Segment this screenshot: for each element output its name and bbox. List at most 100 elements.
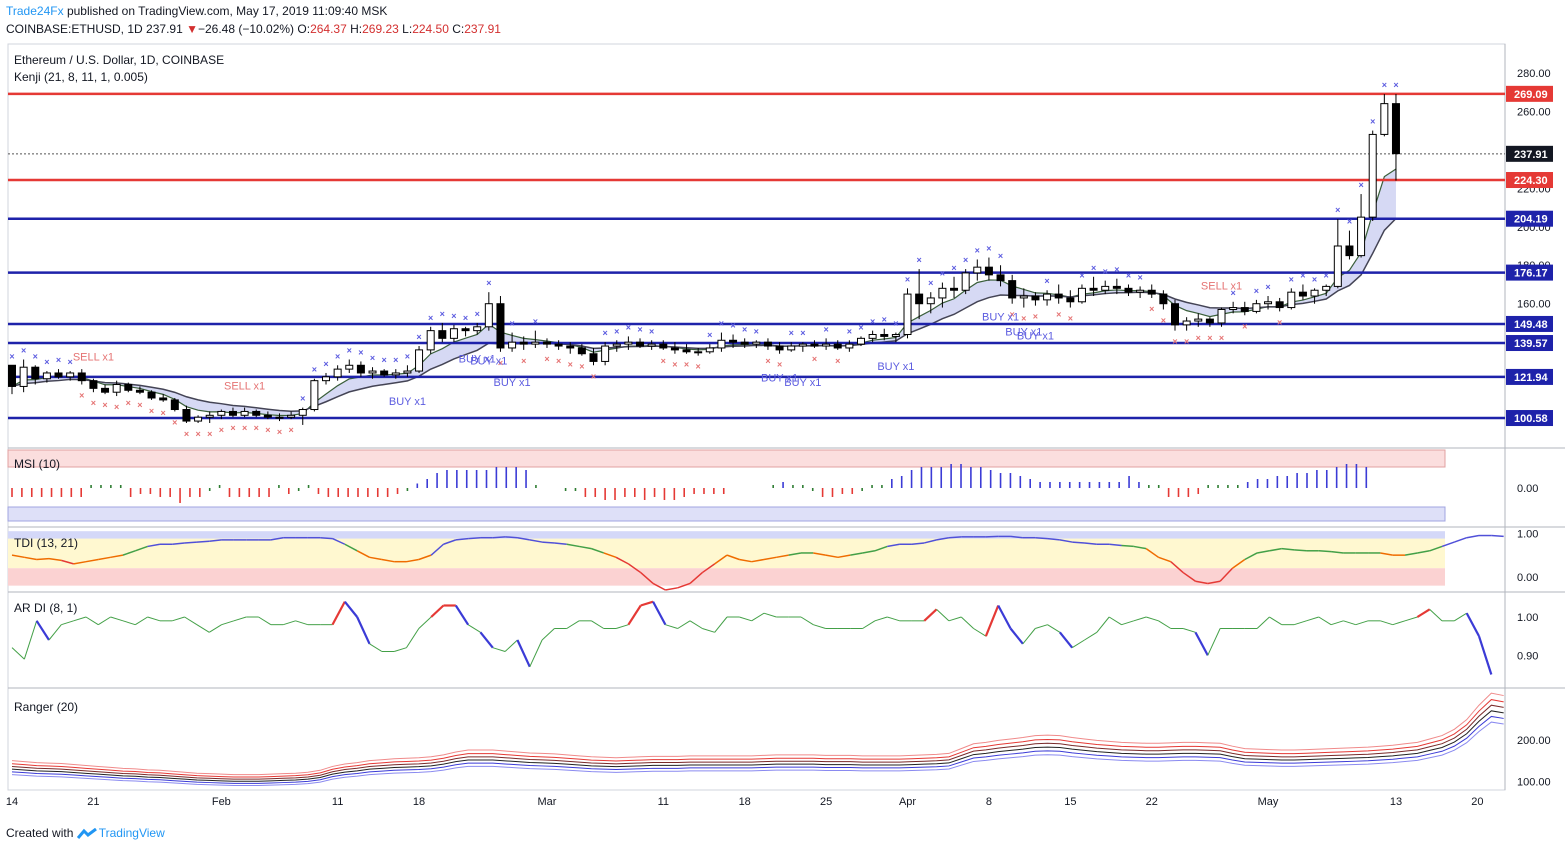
candle-body <box>1229 307 1238 310</box>
down-arrow-icon: ▼ <box>186 22 198 36</box>
candle-body <box>612 343 621 347</box>
ardi-line-segment <box>295 620 309 626</box>
ardi-line-segment <box>11 647 25 660</box>
tdi-lower-band <box>8 568 1445 586</box>
sell-marker-icon: × <box>1056 310 1061 320</box>
candle-body <box>298 409 307 416</box>
tdi-line-segment <box>1294 549 1307 552</box>
candle-body <box>1391 103 1400 155</box>
sell-marker-icon: × <box>696 362 701 372</box>
buy-signal-label: BUY x1 <box>761 373 798 385</box>
buy-marker-icon: × <box>33 351 38 361</box>
ranger-band-line <box>11 710 1504 782</box>
candle-body <box>903 293 912 335</box>
candle-body <box>1322 285 1331 291</box>
publisher-name[interactable]: Trade24Fx <box>6 4 64 18</box>
tdi-line-segment <box>813 552 826 556</box>
tdi-mid-band <box>8 538 1445 569</box>
tdi-line-segment <box>566 543 580 548</box>
level-label-box <box>1506 210 1553 227</box>
x-tick-label: 25 <box>820 796 832 808</box>
buy-marker-icon: × <box>1265 282 1270 292</box>
candle-body <box>682 349 691 353</box>
candle-body <box>1217 308 1226 324</box>
y-tick-label: 0.90 <box>1517 650 1538 662</box>
tdi-line-segment <box>430 543 444 556</box>
tdi-line-segment <box>850 552 863 556</box>
tradingview-logo-icon <box>76 827 97 839</box>
created-with-label: Created with <box>6 826 74 840</box>
candle-body <box>1159 293 1168 305</box>
candle-body <box>822 343 831 347</box>
sell-marker-icon: × <box>172 417 177 427</box>
candle-body <box>868 333 877 339</box>
buy-marker-icon: × <box>917 255 922 265</box>
x-tick-label: Feb <box>212 796 231 808</box>
y-tick-label: 260.00 <box>1517 106 1551 118</box>
candle-body <box>1019 295 1028 299</box>
candle-body <box>798 343 807 347</box>
candle-body <box>170 399 179 411</box>
ardi-line-segment <box>122 620 136 626</box>
buy-marker-icon: × <box>858 322 863 332</box>
tdi-line-segment <box>640 572 654 585</box>
panel-title: Ranger (20) <box>14 700 78 714</box>
ardi-line-segment <box>751 612 765 622</box>
buy-marker-icon: × <box>940 269 945 279</box>
ardi-line-segment <box>714 616 728 633</box>
candle-body <box>205 414 214 418</box>
ardi-line-segment <box>172 616 185 622</box>
buy-marker-icon: × <box>800 328 805 338</box>
candle-body <box>31 366 40 380</box>
ardi-line-segment <box>1133 616 1147 622</box>
buy-marker-icon: × <box>509 319 514 329</box>
tdi-line-segment <box>1281 547 1295 551</box>
candle-body <box>833 343 842 349</box>
candle-body <box>647 343 656 347</box>
ardi-line-segment <box>1108 616 1122 626</box>
last-price: 237.91 <box>146 22 183 36</box>
candle-body <box>182 409 191 422</box>
buy-marker-icon: × <box>1347 217 1352 227</box>
level-label: 139.57 <box>1514 338 1548 350</box>
candle-body <box>1008 280 1017 299</box>
buy-signal-label: BUY x1 <box>459 353 496 365</box>
sell-marker-icon: × <box>1277 317 1282 327</box>
open-value: 264.37 <box>310 22 347 36</box>
tdi-line-segment <box>73 560 87 565</box>
candle-body <box>950 287 959 291</box>
candle-body <box>124 384 133 391</box>
ardi-line-segment <box>369 643 383 652</box>
tdi-line-segment <box>948 536 962 539</box>
tradingview-brand[interactable]: TradingView <box>98 826 165 840</box>
candle-body <box>508 341 517 349</box>
y-tick-label: 1.00 <box>1517 528 1538 540</box>
sell-marker-icon: × <box>114 402 119 412</box>
tdi-line-segment <box>48 557 62 562</box>
ardi-line-segment <box>1059 631 1074 649</box>
tdi-line-segment <box>788 552 802 556</box>
tdi-line-segment <box>1047 537 1060 541</box>
x-tick-label: 22 <box>1146 796 1158 808</box>
ranger-band-line <box>11 692 1504 776</box>
close-value: 237.91 <box>464 22 501 36</box>
tdi-line-segment <box>1491 534 1504 538</box>
ardi-line-segment <box>862 620 876 629</box>
sell-marker-icon: × <box>137 400 142 410</box>
tdi-line-segment <box>1109 543 1122 547</box>
ardi-line-segment <box>48 624 62 641</box>
buy-marker-icon: × <box>475 309 480 319</box>
sell-marker-icon: × <box>1149 304 1154 314</box>
tdi-line-segment <box>615 556 629 565</box>
ardi-line-segment <box>665 624 678 629</box>
buy-marker-icon: × <box>986 244 991 254</box>
x-tick-label: 11 <box>332 796 343 808</box>
tdi-line-segment <box>689 572 703 585</box>
sell-marker-icon: × <box>556 356 561 366</box>
candle-body <box>845 343 854 349</box>
ardi-line-segment <box>529 639 543 668</box>
sell-marker-icon: × <box>684 360 689 370</box>
candle-body <box>961 272 970 291</box>
x-tick-label: 13 <box>1390 796 1402 808</box>
